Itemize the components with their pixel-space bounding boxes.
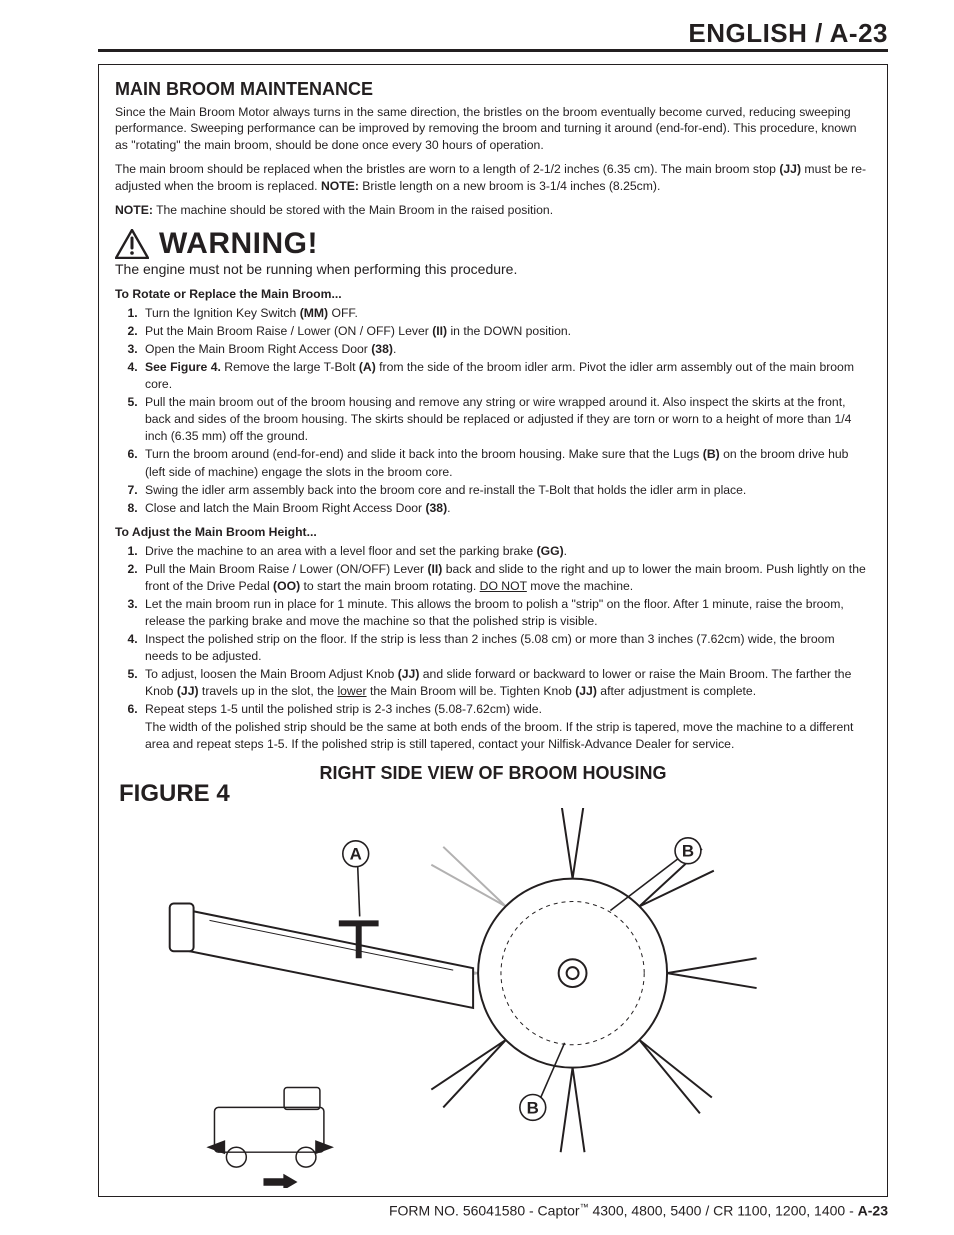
intro-paragraph-1: Since the Main Broom Motor always turns … — [115, 104, 871, 153]
rotate-step: Pull the main broom out of the broom hou… — [141, 394, 871, 445]
ref: (38) — [371, 342, 393, 356]
t: . — [393, 342, 396, 356]
t: the Main Broom will be. Tighten Knob — [367, 684, 576, 698]
t: The width of the polished strip should b… — [145, 720, 853, 751]
p3-text: The machine should be stored with the Ma… — [153, 203, 553, 217]
p2-note-label: NOTE: — [321, 179, 359, 193]
t: Pull the Main Broom Raise / Lower (ON/OF… — [145, 562, 427, 576]
warning-header: WARNING! — [115, 227, 871, 261]
rotate-step: Open the Main Broom Right Access Door (3… — [141, 341, 871, 358]
content-frame: MAIN BROOM MAINTENANCE Since the Main Br… — [98, 64, 888, 1197]
t: . — [447, 501, 450, 515]
ref: (JJ) — [177, 684, 199, 698]
t: in the DOWN position. — [447, 324, 571, 338]
adjust-step: Drive the machine to an area with a leve… — [141, 543, 871, 560]
u: lower — [337, 684, 366, 698]
footer-pre: FORM NO. 56041580 - Captor — [389, 1203, 580, 1219]
p3-label: NOTE: — [115, 203, 153, 217]
ref: (JJ) — [575, 684, 597, 698]
ref: (MM) — [300, 306, 328, 320]
t: Put the Main Broom Raise / Lower (ON / O… — [145, 324, 432, 338]
rotate-steps: Turn the Ignition Key Switch (MM) OFF. P… — [115, 305, 871, 517]
warning-subtext: The engine must not be running when perf… — [115, 261, 871, 277]
ref: See Figure 4. — [145, 360, 221, 374]
adjust-step: To adjust, loosen the Main Broom Adjust … — [141, 666, 871, 700]
t: move the machine. — [527, 579, 633, 593]
page-header: ENGLISH / A-23 — [688, 18, 888, 48]
page-footer: FORM NO. 56041580 - Captor™ 4300, 4800, … — [389, 1202, 888, 1219]
t: travels up in the slot, the — [199, 684, 338, 698]
footer-page: A-23 — [858, 1203, 888, 1219]
warning-triangle-icon — [115, 229, 149, 259]
t: Turn the broom around (end-for-end) and … — [145, 447, 703, 461]
adjust-step: Pull the Main Broom Raise / Lower (ON/OF… — [141, 561, 871, 595]
p2-note-text: Bristle length on a new broom is 3-1/4 i… — [359, 179, 660, 193]
rotate-step: Turn the Ignition Key Switch (MM) OFF. — [141, 305, 871, 322]
rotate-step: See Figure 4. Remove the large T-Bolt (A… — [141, 359, 871, 393]
intro-paragraph-2: The main broom should be replaced when t… — [115, 161, 871, 194]
t: to start the main broom rotating. — [300, 579, 480, 593]
warning-title: WARNING! — [159, 227, 318, 261]
footer-tm: ™ — [580, 1202, 589, 1212]
adjust-step: Let the main broom run in place for 1 mi… — [141, 596, 871, 630]
t: Open the Main Broom Right Access Door — [145, 342, 371, 356]
callout-a-text: A — [350, 844, 362, 863]
t: after adjustment is complete. — [597, 684, 756, 698]
rotate-step: Put the Main Broom Raise / Lower (ON / O… — [141, 323, 871, 340]
rotate-step: Turn the broom around (end-for-end) and … — [141, 446, 871, 480]
t: Remove the large T-Bolt — [221, 360, 359, 374]
ref: (B) — [703, 447, 720, 461]
p2-pre: The main broom should be replaced when t… — [115, 162, 779, 176]
t: To adjust, loosen the Main Broom Adjust … — [145, 667, 398, 681]
ref: (GG) — [537, 544, 564, 558]
t: Repeat steps 1-5 until the polished stri… — [145, 702, 542, 716]
t: Drive the machine to an area with a leve… — [145, 544, 537, 558]
ref: (OO) — [273, 579, 300, 593]
intro-paragraph-3: NOTE: The machine should be stored with … — [115, 202, 871, 218]
figure-area: RIGHT SIDE VIEW OF BROOM HOUSING FIGURE … — [115, 763, 871, 1188]
rotate-step: Close and latch the Main Broom Right Acc… — [141, 500, 871, 517]
ref: (II) — [427, 562, 442, 576]
t: Close and latch the Main Broom Right Acc… — [145, 501, 425, 515]
ref: (JJ) — [398, 667, 420, 681]
rotate-heading: To Rotate or Replace the Main Broom... — [115, 287, 871, 301]
ref: (38) — [425, 501, 447, 515]
t: Turn the Ignition Key Switch — [145, 306, 300, 320]
figure-label: FIGURE 4 — [119, 780, 871, 808]
rotate-step: Swing the idler arm assembly back into t… — [141, 482, 871, 499]
ref: (II) — [432, 324, 447, 338]
callout-b2-text: B — [527, 1098, 539, 1117]
ref: (A) — [359, 360, 376, 374]
adjust-step: Repeat steps 1-5 until the polished stri… — [141, 701, 871, 752]
t: . — [564, 544, 567, 558]
section-heading: MAIN BROOM MAINTENANCE — [115, 79, 871, 100]
figure-4-diagram: A B B — [115, 808, 871, 1188]
adjust-step: Inspect the polished strip on the floor.… — [141, 631, 871, 665]
adjust-steps: Drive the machine to an area with a leve… — [115, 543, 871, 753]
callout-b-text: B — [682, 841, 694, 860]
adjust-heading: To Adjust the Main Broom Height... — [115, 525, 871, 539]
t: OFF. — [328, 306, 358, 320]
footer-post: 4300, 4800, 5400 / CR 1100, 1200, 1400 - — [589, 1203, 858, 1219]
u: DO NOT — [480, 579, 527, 593]
p2-ref: (JJ) — [779, 162, 801, 176]
